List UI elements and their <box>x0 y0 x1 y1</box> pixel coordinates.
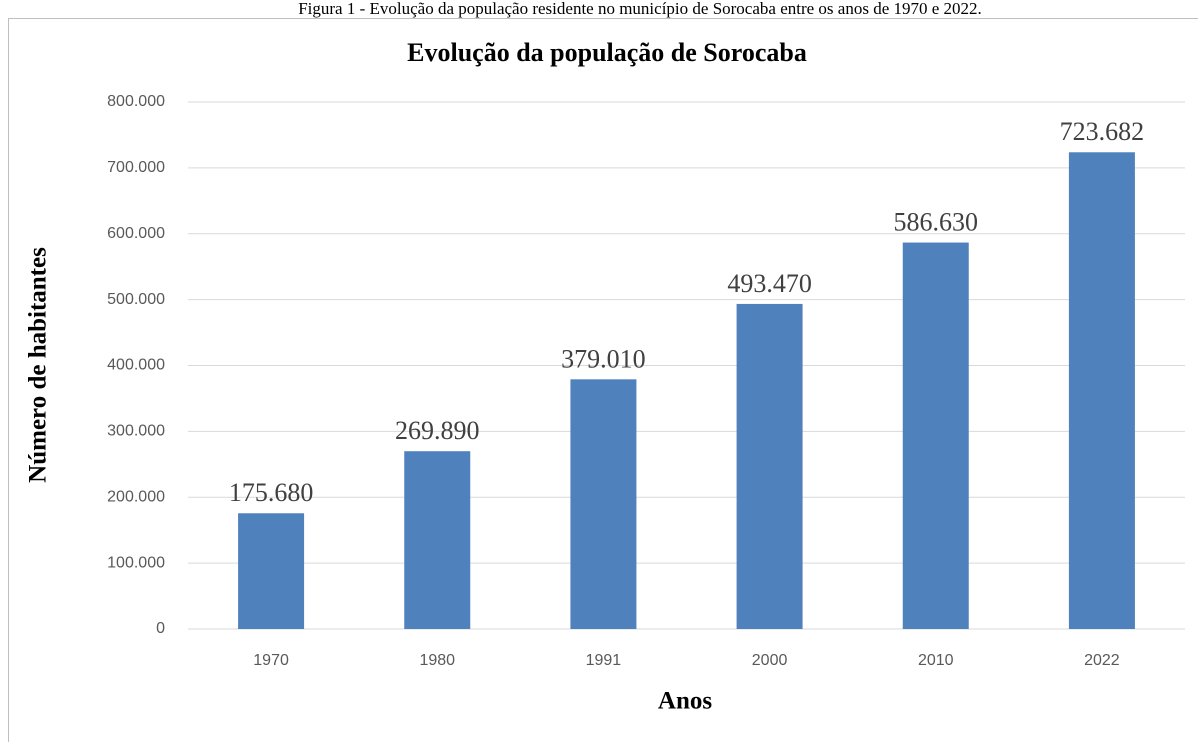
y-tick-label: 0 <box>156 620 165 637</box>
bar <box>238 513 305 629</box>
y-tick-label: 800.000 <box>107 93 165 110</box>
y-tick-label: 300.000 <box>107 423 165 440</box>
bar <box>404 451 471 629</box>
y-tick-label: 200.000 <box>107 488 165 505</box>
y-tick-label: 400.000 <box>107 357 165 374</box>
data-label: 493.470 <box>727 269 812 298</box>
x-tick-label: 1970 <box>253 652 289 669</box>
data-label: 586.630 <box>894 208 979 237</box>
bar <box>1068 152 1135 629</box>
bar <box>570 379 637 629</box>
data-label: 723.682 <box>1060 117 1145 146</box>
chart-title: Evolução da população de Sorocaba <box>407 38 807 67</box>
x-tick-label: 2000 <box>752 652 788 669</box>
y-tick-label: 600.000 <box>107 225 165 242</box>
y-tick-label: 100.000 <box>107 554 165 571</box>
data-label: 379.010 <box>561 344 646 373</box>
bar <box>736 303 803 629</box>
data-label: 269.890 <box>395 416 480 445</box>
x-tick-label: 1991 <box>586 652 622 669</box>
x-tick-label: 2022 <box>1084 652 1120 669</box>
data-label: 175.680 <box>229 478 314 507</box>
x-axis-label: Anos <box>658 688 712 715</box>
bar <box>902 242 969 629</box>
x-tick-label: 1980 <box>419 652 455 669</box>
caption: Figura 1 - Evolução da população residen… <box>298 0 982 18</box>
y-tick-label: 500.000 <box>107 291 165 308</box>
y-axis-label: Número de habitantes <box>25 247 52 483</box>
y-tick-label: 700.000 <box>107 159 165 176</box>
x-tick-label: 2010 <box>918 652 954 669</box>
